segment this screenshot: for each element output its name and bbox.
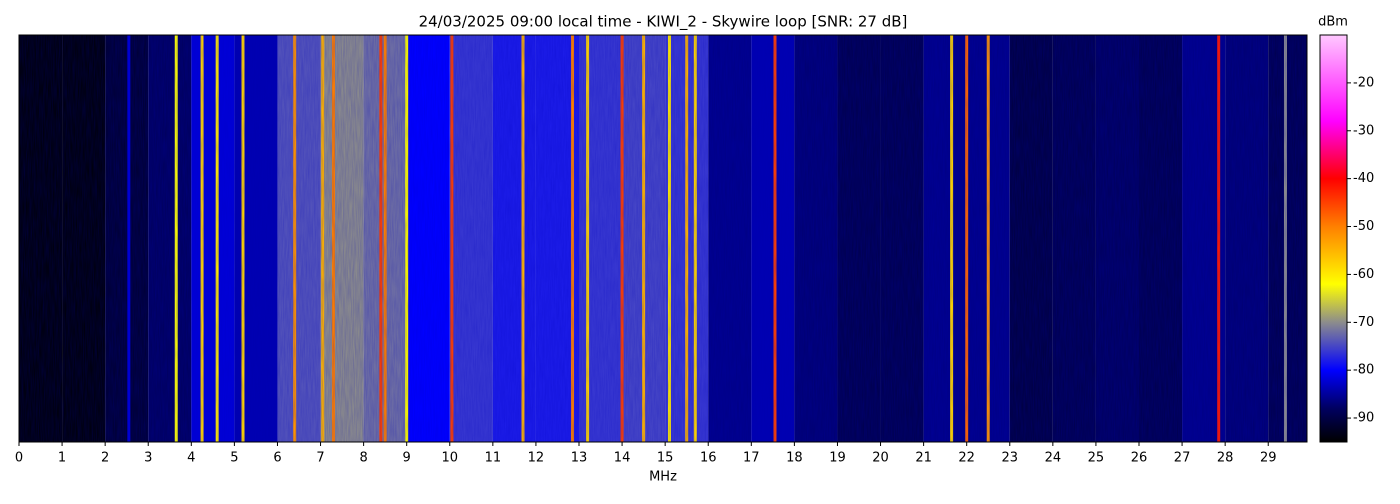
colorbar-label: dBm xyxy=(1318,15,1348,30)
x-tick-label: 19 xyxy=(829,451,846,466)
x-tick-label: 1 xyxy=(58,451,66,466)
x-tick-label: 28 xyxy=(1217,451,1234,466)
x-tick-label: 18 xyxy=(786,451,803,466)
x-tick-label: 10 xyxy=(441,451,458,466)
colorbar-tick-label: -90 xyxy=(1353,411,1374,426)
colorbar-tick-label: -70 xyxy=(1353,315,1374,330)
x-tick-label: 24 xyxy=(1045,451,1062,466)
x-tick-label: 14 xyxy=(614,451,631,466)
x-tick-label: 22 xyxy=(958,451,975,466)
x-tick-label: 27 xyxy=(1174,451,1191,466)
x-tick-label: 3 xyxy=(144,451,152,466)
x-tick-label: 8 xyxy=(359,451,367,466)
x-tick-label: 5 xyxy=(230,451,238,466)
colorbar-tick-label: -40 xyxy=(1353,171,1374,186)
x-tick-label: 29 xyxy=(1260,451,1277,466)
x-tick-label: 13 xyxy=(571,451,588,466)
x-tick-label: 0 xyxy=(15,451,23,466)
x-tick-label: 21 xyxy=(915,451,932,466)
x-tick-label: 16 xyxy=(700,451,717,466)
x-tick-label: 20 xyxy=(872,451,889,466)
x-tick-label: 23 xyxy=(1001,451,1018,466)
x-tick-label: 11 xyxy=(485,451,502,466)
colorbar-tick-label: -80 xyxy=(1353,363,1374,378)
noise-texture xyxy=(19,35,1307,442)
x-tick-label: 4 xyxy=(187,451,195,466)
x-tick-label: 7 xyxy=(316,451,324,466)
colorbar xyxy=(1319,34,1348,443)
x-tick-label: 12 xyxy=(528,451,545,466)
x-tick-label: 25 xyxy=(1088,451,1105,466)
colorbar-tick-label: -30 xyxy=(1353,123,1374,138)
x-axis-label: MHz xyxy=(649,470,677,485)
plot-frame xyxy=(18,34,1308,443)
x-tick-label: 9 xyxy=(403,451,411,466)
x-tick-label: 2 xyxy=(101,451,109,466)
colorbar-tick-label: -20 xyxy=(1353,75,1374,90)
chart-title: 24/03/2025 09:00 local time - KIWI_2 - S… xyxy=(419,13,908,32)
x-tick-label: 17 xyxy=(743,451,760,466)
colorbar-tick-label: -60 xyxy=(1353,267,1374,282)
x-tick-label: 6 xyxy=(273,451,281,466)
x-tick-label: 15 xyxy=(657,451,674,466)
colorbar-tick-label: -50 xyxy=(1353,219,1374,234)
x-tick-label: 26 xyxy=(1131,451,1148,466)
